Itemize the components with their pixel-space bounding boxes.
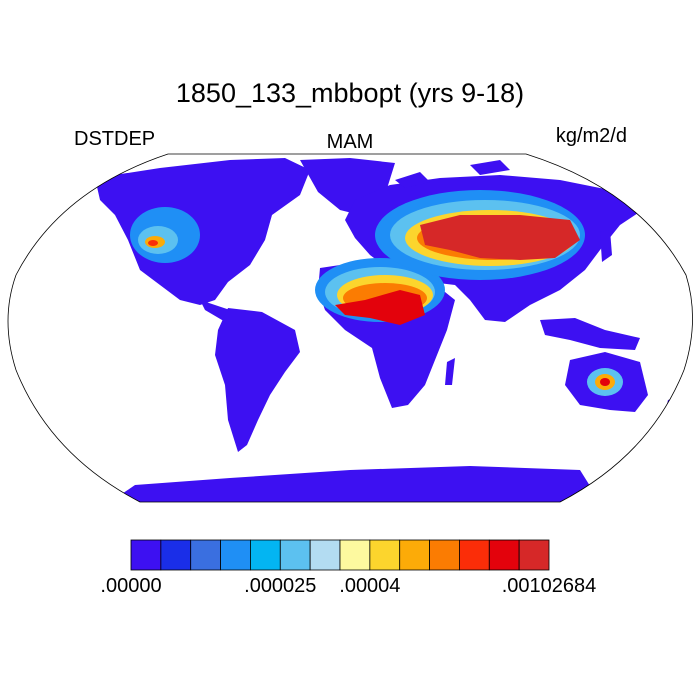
colorbar-box-4 xyxy=(250,539,281,571)
colorbar-label-2: .00004 xyxy=(339,575,401,597)
antarctica xyxy=(110,466,600,502)
colorbar-box-5 xyxy=(279,539,311,571)
figure-title: 1850_133_mbbopt (yrs 9-18) xyxy=(175,78,525,108)
season-label: MAM xyxy=(326,131,374,153)
colorbar-label-1: .000025 xyxy=(244,575,317,597)
japan xyxy=(600,230,612,262)
colorbar-label-0: .00000 xyxy=(100,575,162,597)
se-asia-islands xyxy=(540,318,640,350)
dust-australia xyxy=(587,368,623,396)
colorbar-box-3 xyxy=(220,539,251,571)
variable-label: DSTDEP xyxy=(74,128,156,150)
colorbar-box-0 xyxy=(130,539,162,571)
units-label: kg/m2/d xyxy=(555,125,627,147)
colorbar-box-7 xyxy=(339,539,371,571)
colorbar-box-6 xyxy=(309,539,341,571)
colorbar-box-12 xyxy=(488,539,520,571)
madagascar xyxy=(445,358,455,385)
colorbar-box-1 xyxy=(160,539,192,571)
colorbar-label-3: .00102684 xyxy=(501,575,597,597)
dust-asia xyxy=(375,190,585,280)
colorbar-box-2 xyxy=(190,539,221,571)
globe-outline xyxy=(7,153,693,503)
colorbar-box-13 xyxy=(518,539,550,571)
dust-sahara xyxy=(315,258,445,325)
colorbar-box-8 xyxy=(369,539,401,571)
colorbar-box-11 xyxy=(459,539,490,571)
north-america xyxy=(95,158,310,305)
colorbar-box-10 xyxy=(429,539,460,571)
south-america xyxy=(215,308,300,452)
dust-north-america xyxy=(130,207,200,263)
colorbar-box-9 xyxy=(399,539,430,571)
